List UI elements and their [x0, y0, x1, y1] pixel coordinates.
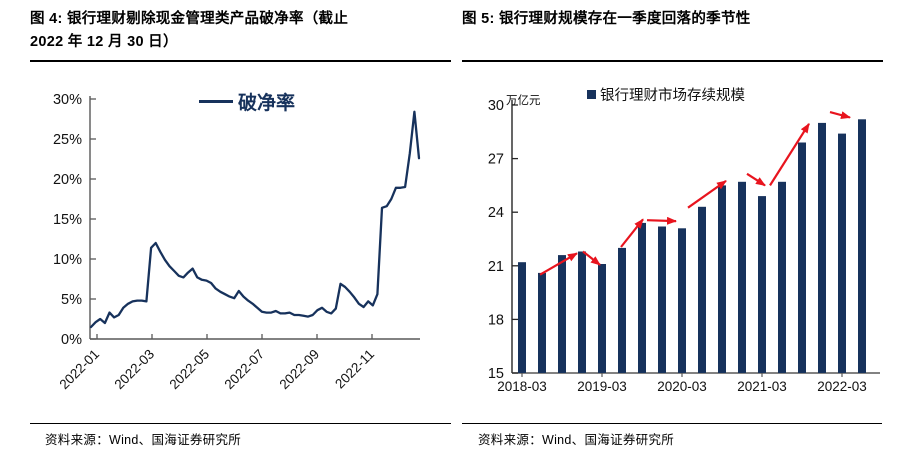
y-tick-label: 20%: [53, 172, 82, 188]
bar-2021-12: [818, 122, 826, 374]
y-tick-label: 30: [488, 98, 504, 114]
figure-4-legend: 破净率: [199, 88, 295, 115]
figure-5-title-rule: [462, 60, 883, 62]
seasonal-arrow-icon: [769, 122, 810, 186]
bar-2022-03: [838, 133, 846, 373]
figure-4-legend-label: 破净率: [238, 93, 296, 114]
figure-5-bottom-rule: [462, 423, 882, 424]
bar-2020-12: [738, 181, 746, 373]
bar-2019-12: [658, 226, 666, 373]
y-tick-label: 15%: [53, 212, 82, 228]
y-tick-label: 30%: [53, 92, 82, 108]
figure-4-source: 资料来源：Wind、国海证券研究所: [45, 433, 242, 447]
x-tick-label: 2022-05: [166, 347, 212, 393]
axes: 15 18 21 24 27 30 2018-03 2019-03 2020-03 2021-03…: [488, 98, 880, 394]
bar-swatch-icon: [587, 90, 596, 99]
break-net-ratio-series-line: [89, 110, 421, 329]
figure-4-title: 图 4: 银行理财剔除现金管理类产品破净率（截止 2022 年 12 月 30 …: [30, 8, 460, 54]
y-tick-label: 18: [488, 312, 504, 328]
seasonal-arrow-icon: [687, 180, 727, 209]
axes: 0% 5% 10% 15% 20% 25% 30% 2022-01 2022-03 2022-05…: [53, 92, 420, 392]
seasonal-arrow-icon: [539, 252, 578, 276]
wealth-management-scale-bar-chart: 15 18 21 24 27 30 2018-03 2019-03 2020-03 2021-03…: [488, 98, 880, 394]
y-tick-label: 25%: [53, 132, 82, 148]
bar-2018-09: [558, 255, 566, 373]
bar-2018-03: [518, 262, 526, 373]
x-tick-label: 2022-03: [817, 379, 867, 394]
y-tick-label: 5%: [61, 292, 82, 308]
seasonal-arrow-icon: [646, 216, 677, 225]
bar-2020-06: [698, 206, 706, 373]
figure-4-title-line1: 图 4: 银行理财剔除现金管理类产品破净率（截止: [30, 11, 349, 27]
y-tick-label: 27: [488, 152, 504, 168]
bar-2020-03: [678, 228, 686, 373]
figure-4-title-line2: 2022 年 12 月 30 日）: [30, 34, 178, 50]
x-tick-label: 2022-07: [221, 347, 267, 393]
y-tick-label: 24: [488, 205, 504, 221]
figure-5-legend: 银行理财市场存续规模: [587, 84, 745, 105]
figure-5-title: 图 5: 银行理财规模存在一季度回落的季节性: [462, 11, 751, 27]
bar-2019-03: [598, 264, 606, 373]
line-swatch-icon: [199, 100, 233, 103]
seasonal-arrows: [539, 111, 851, 276]
x-tick-label: 2018-03: [497, 379, 547, 394]
bar-2021-09: [798, 142, 806, 373]
bar-2020-09: [718, 185, 726, 373]
figure-4-bottom-rule: [30, 423, 451, 424]
y-tick-label: 15: [488, 366, 504, 382]
y-tick-label: 10%: [53, 252, 82, 268]
x-tick-label: 2022-11: [332, 347, 377, 392]
seasonal-arrow-icon: [829, 111, 851, 120]
bar-2021-06: [778, 181, 786, 373]
y-tick-label: 21: [488, 259, 504, 275]
bar-2019-06: [618, 247, 626, 373]
bar-2022-06: [858, 119, 866, 373]
bar-2021-03: [758, 196, 766, 373]
x-tick-label: 2019-03: [577, 379, 627, 394]
x-tick-label: 2022-03: [111, 347, 157, 393]
bar-2018-06: [538, 272, 546, 373]
bar-series: [518, 119, 866, 374]
x-tick-label: 2022-01: [56, 347, 102, 393]
figure-5-source: 资料来源：Wind、国海证券研究所: [478, 433, 675, 447]
seasonal-arrow-icon: [620, 218, 644, 248]
x-tick-label: 2022-09: [276, 347, 322, 393]
x-tick-label: 2021-03: [737, 379, 787, 394]
bar-2018-12: [578, 251, 586, 373]
x-tick-label: 2020-03: [657, 379, 707, 394]
figure-5-legend-label: 银行理财市场存续规模: [600, 88, 745, 104]
figure-4-title-rule: [30, 60, 451, 62]
y-tick-label: 0%: [61, 332, 82, 348]
figure-5-unit-label: 万亿元: [506, 95, 541, 107]
break-net-ratio-line-chart: 0% 5% 10% 15% 20% 25% 30% 2022-01 2022-03 2022-05…: [53, 92, 421, 392]
seasonal-arrow-icon: [746, 172, 766, 187]
seasonal-arrow-icon: [582, 250, 601, 266]
bar-2019-09: [638, 222, 646, 373]
